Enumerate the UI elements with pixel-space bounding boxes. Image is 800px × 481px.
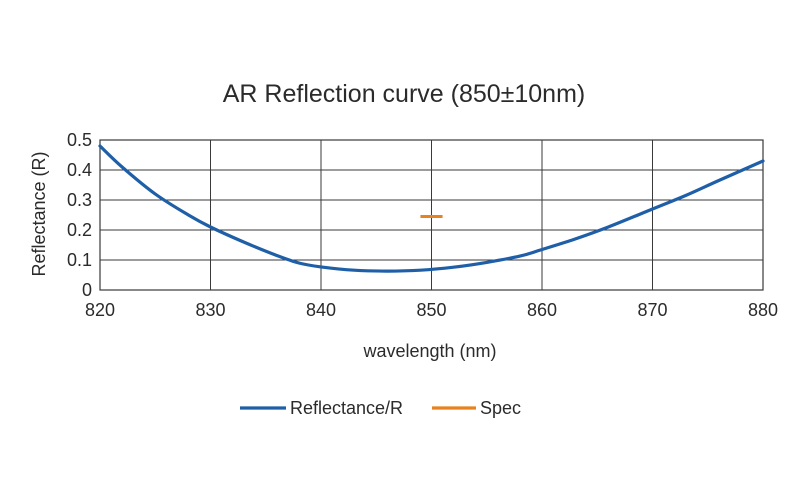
y-axis-ticks: 0 0.1 0.2 0.3 0.4 0.5: [67, 130, 92, 300]
x-tick-label: 820: [85, 300, 115, 320]
x-tick-label: 870: [637, 300, 667, 320]
legend: Reflectance/R Spec: [240, 398, 521, 418]
y-tick-label: 0.3: [67, 190, 92, 210]
chart-title: AR Reflection curve (850±10nm): [223, 80, 586, 108]
plot-frame: [99, 139, 764, 291]
x-axis-label: wavelength (nm): [362, 341, 496, 361]
x-axis-ticks: 820 830 840 850 860 870 880: [85, 300, 778, 320]
x-tick-label: 840: [306, 300, 336, 320]
y-tick-label: 0: [82, 280, 92, 300]
x-tick-label: 830: [195, 300, 225, 320]
y-tick-label: 0.4: [67, 160, 92, 180]
y-tick-label: 0.2: [67, 220, 92, 240]
x-tick-label: 860: [527, 300, 557, 320]
y-axis-label: Reflectance (R): [29, 151, 49, 276]
x-tick-label: 850: [416, 300, 446, 320]
legend-label: Spec: [480, 398, 521, 418]
x-tick-label: 880: [748, 300, 778, 320]
series-layer: [98, 144, 765, 273]
series-reflectance-line: [98, 144, 765, 273]
y-tick-label: 0.1: [67, 250, 92, 270]
y-tick-label: 0.5: [67, 130, 92, 150]
legend-label: Reflectance/R: [290, 398, 403, 418]
